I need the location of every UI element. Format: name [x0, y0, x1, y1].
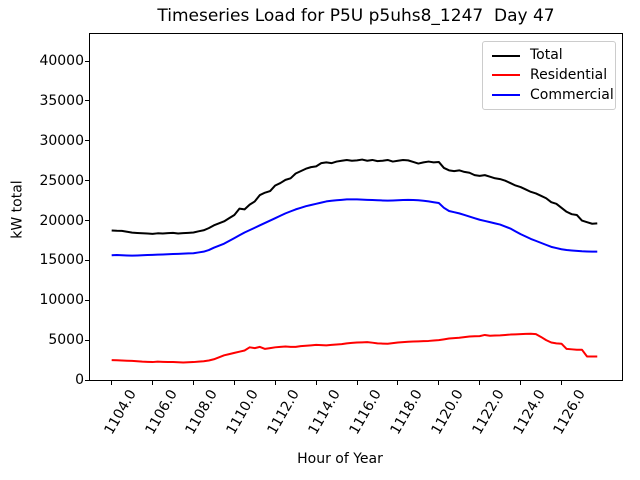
y-tick-label: 10000 — [39, 292, 84, 309]
y-tick-mark — [85, 180, 89, 182]
x-tick-mark — [397, 381, 399, 385]
legend-item-residential: Residential — [489, 67, 609, 84]
x-axis-label: Hour of Year — [297, 451, 383, 467]
x-tick-mark — [315, 381, 317, 385]
y-tick-label: 0 — [75, 372, 84, 388]
series-line-total — [111, 158, 598, 235]
x-tick-label: 1112.0 — [264, 387, 304, 438]
x-tick-label: 1104.0 — [101, 387, 140, 438]
legend-label: Residential — [530, 66, 608, 83]
y-tick-mark — [85, 140, 89, 142]
legend-line-sample-commercial — [492, 94, 520, 97]
legend-item-commercial: Commercial — [489, 87, 614, 104]
x-tick-mark — [560, 381, 562, 385]
y-tick-mark — [85, 100, 89, 102]
legend-line-sample-total — [492, 54, 520, 57]
line-plot — [111, 158, 598, 364]
y-tick-mark — [85, 299, 89, 301]
legend-label: Commercial — [530, 86, 614, 103]
y-tick-label: 40000 — [39, 53, 84, 70]
x-tick-mark — [438, 381, 440, 385]
y-tick-mark — [85, 220, 89, 222]
x-tick-mark — [520, 381, 522, 385]
y-tick-label: 5000 — [48, 332, 84, 349]
y-tick-mark — [85, 259, 89, 261]
y-tick-label: 35000 — [39, 92, 84, 109]
series-line-residential — [111, 332, 598, 364]
x-tick-mark — [192, 381, 194, 385]
x-tick-label: 1116.0 — [346, 387, 385, 438]
y-tick-label: 30000 — [39, 132, 84, 149]
x-tick-mark — [274, 381, 276, 385]
legend-line-sample-residential — [492, 74, 520, 77]
legend-label: Total — [530, 47, 563, 64]
x-tick-mark — [479, 381, 481, 385]
x-tick-mark — [152, 381, 154, 385]
series-line-commercial — [111, 198, 598, 257]
chart-title: Timeseries Load for P5U p5uhs8_1247 Day … — [157, 6, 555, 26]
y-axis-label: kW total — [9, 180, 26, 239]
x-tick-label: 1120.0 — [428, 387, 467, 438]
x-tick-mark — [356, 381, 358, 385]
y-tick-mark — [85, 379, 89, 381]
x-tick-label: 1122.0 — [469, 387, 508, 438]
x-tick-label: 1108.0 — [182, 387, 222, 438]
y-tick-label: 20000 — [39, 212, 84, 229]
y-tick-mark — [85, 60, 89, 62]
x-tick-mark — [233, 381, 235, 385]
x-tick-label: 1114.0 — [305, 387, 344, 438]
y-tick-label: 25000 — [39, 172, 84, 189]
legend: Total Residential Commercial — [482, 41, 616, 110]
x-tick-label: 1126.0 — [550, 387, 590, 438]
y-tick-label: 15000 — [39, 252, 84, 269]
x-tick-label: 1106.0 — [142, 387, 181, 438]
legend-item-total: Total — [489, 47, 609, 64]
y-tick-mark — [85, 339, 89, 341]
x-tick-label: 1118.0 — [387, 387, 426, 438]
x-tick-mark — [111, 381, 113, 385]
x-tick-label: 1110.0 — [223, 387, 263, 438]
x-tick-label: 1124.0 — [510, 387, 549, 438]
